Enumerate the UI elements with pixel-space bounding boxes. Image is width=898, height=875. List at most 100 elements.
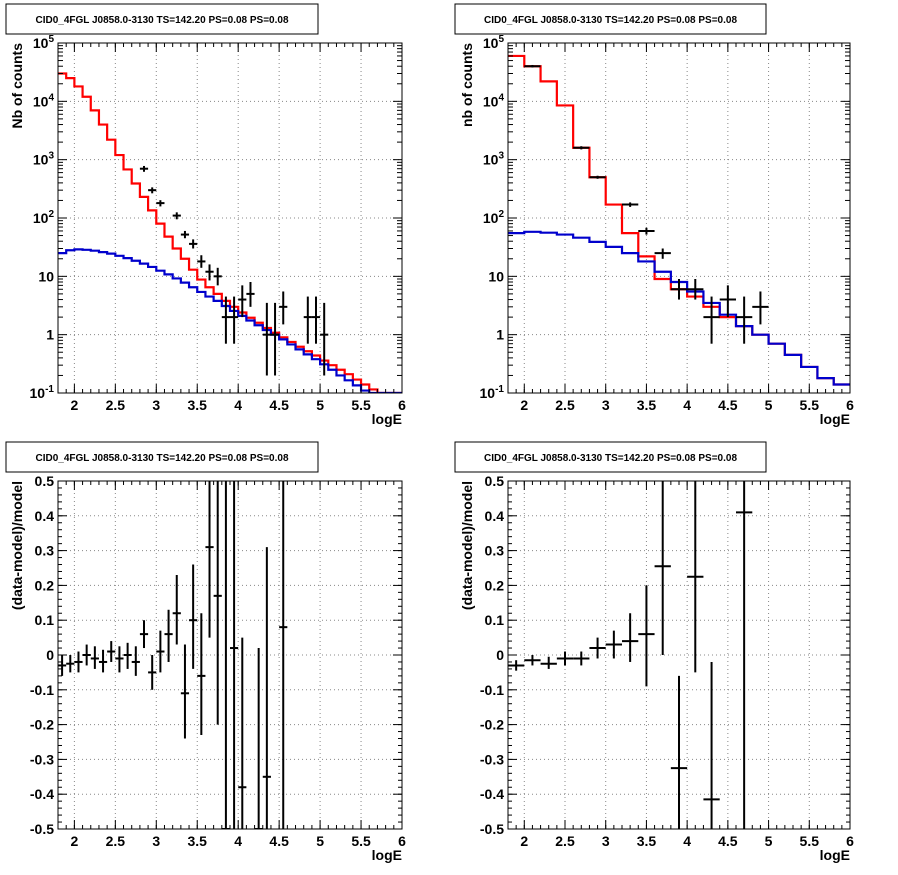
data-point bbox=[279, 291, 288, 325]
data-point bbox=[670, 675, 688, 829]
data-point bbox=[262, 302, 271, 376]
data-point bbox=[524, 64, 541, 68]
data-point bbox=[622, 202, 639, 207]
y-tick-label: -0.2 bbox=[480, 717, 504, 733]
y-tick-label: 0.3 bbox=[485, 543, 505, 559]
data-points bbox=[139, 165, 329, 376]
x-tick-label: 2.5 bbox=[106, 397, 126, 413]
y-tick-label: 103 bbox=[483, 151, 505, 168]
data-point bbox=[238, 637, 247, 829]
data-point bbox=[687, 279, 704, 300]
y-tick-label: 0 bbox=[46, 647, 54, 663]
tick-marks bbox=[57, 42, 403, 394]
data-point bbox=[573, 651, 590, 666]
y-tick-label: 10 bbox=[38, 268, 54, 284]
chart-panel-4: CID0_4FGL J0858.0-3130 TS=142.20 PS=0.08… bbox=[454, 441, 854, 863]
y-axis-label: (data-model)/model bbox=[9, 481, 25, 610]
data-point bbox=[205, 264, 214, 281]
tick-marks bbox=[507, 42, 851, 394]
x-tick-label: 5 bbox=[316, 397, 324, 413]
y-tick-label: 10-1 bbox=[30, 384, 55, 401]
data-point bbox=[589, 637, 606, 659]
x-axis-label: logE bbox=[372, 847, 402, 863]
data-point bbox=[703, 661, 720, 829]
y-tick-label: 10 bbox=[488, 268, 504, 284]
y-tick-label: -0.4 bbox=[30, 786, 54, 802]
x-tick-label: 4 bbox=[234, 397, 242, 413]
y-tick-label: 0.2 bbox=[485, 577, 505, 593]
data-point bbox=[279, 481, 288, 829]
x-tick-label: 5 bbox=[765, 397, 773, 413]
y-tick-label: 102 bbox=[483, 209, 505, 226]
y-tick-label: -0.3 bbox=[30, 751, 54, 767]
data-point bbox=[197, 255, 206, 268]
y-tick-label: 103 bbox=[33, 151, 55, 168]
y-tick-label: 0.5 bbox=[35, 473, 55, 489]
y-tick-label: 102 bbox=[33, 209, 55, 226]
data-point bbox=[139, 165, 149, 172]
data-point bbox=[270, 302, 280, 376]
chart-panel-3: CID0_4FGL J0858.0-3130 TS=142.20 PS=0.08… bbox=[5, 441, 406, 863]
data-point bbox=[148, 655, 157, 690]
y-tick-label: 0 bbox=[496, 647, 504, 663]
data-point bbox=[156, 630, 165, 673]
series-step-line-2 bbox=[508, 230, 850, 386]
y-tick-label: 104 bbox=[33, 92, 55, 109]
data-point bbox=[58, 655, 67, 676]
x-axis-label: logE bbox=[820, 847, 850, 863]
y-tick-label: 105 bbox=[33, 34, 55, 51]
data-point bbox=[230, 481, 239, 829]
x-tick-label: 2 bbox=[520, 833, 528, 849]
data-point bbox=[262, 547, 271, 829]
data-point bbox=[82, 644, 91, 666]
data-point bbox=[180, 230, 190, 239]
data-point bbox=[213, 267, 222, 286]
series-step-line-1 bbox=[508, 54, 850, 386]
data-points bbox=[58, 481, 288, 829]
plot-data bbox=[508, 54, 850, 386]
x-tick-label: 4 bbox=[234, 833, 242, 849]
x-tick-label: 3 bbox=[152, 833, 160, 849]
data-point bbox=[589, 175, 606, 179]
data-point bbox=[230, 296, 239, 344]
grid-lines bbox=[508, 43, 850, 393]
y-tick-label: 0.2 bbox=[35, 577, 55, 593]
x-tick-label: 3.5 bbox=[188, 833, 208, 849]
series-step-line-1 bbox=[58, 72, 402, 393]
plot-data bbox=[508, 481, 753, 829]
data-point bbox=[197, 613, 206, 736]
data-point bbox=[303, 296, 312, 344]
data-point bbox=[164, 609, 173, 662]
data-point bbox=[131, 646, 140, 676]
data-point bbox=[703, 296, 720, 344]
plot-data bbox=[58, 481, 288, 829]
data-point bbox=[123, 642, 132, 669]
chart-title-box bbox=[5, 441, 319, 473]
x-tick-label: 3.5 bbox=[637, 397, 657, 413]
y-axis-label: (data-model)/model bbox=[459, 481, 475, 610]
y-axis-label: nb of counts bbox=[459, 43, 475, 127]
y-tick-label: 10-1 bbox=[480, 384, 505, 401]
y-tick-label: 1 bbox=[46, 327, 54, 343]
data-point bbox=[638, 227, 655, 235]
y-tick-label: -0.1 bbox=[480, 682, 504, 698]
data-points bbox=[524, 64, 769, 344]
x-tick-label: 2.5 bbox=[555, 397, 575, 413]
data-points bbox=[508, 481, 753, 829]
data-point bbox=[115, 646, 124, 673]
y-tick-label: 0.1 bbox=[485, 612, 505, 628]
x-tick-label: 5.5 bbox=[351, 397, 371, 413]
x-axis-label: logE bbox=[372, 411, 402, 427]
chart-panel-1: CID0_4FGL J0858.0-3130 TS=142.20 PS=0.08… bbox=[5, 3, 406, 427]
data-point bbox=[254, 648, 263, 829]
data-point bbox=[74, 651, 83, 673]
x-tick-label: 6 bbox=[846, 833, 854, 849]
chart-title: CID0_4FGL J0858.0-3130 TS=142.20 PS=0.08… bbox=[35, 453, 288, 464]
x-tick-label: 4.5 bbox=[718, 397, 738, 413]
y-axis-label: Nb of counts bbox=[9, 43, 25, 129]
x-tick-label: 6 bbox=[398, 397, 406, 413]
x-tick-label: 2 bbox=[70, 833, 78, 849]
chart-panel-2: CID0_4FGL J0858.0-3130 TS=142.20 PS=0.08… bbox=[454, 3, 854, 427]
x-tick-label: 3 bbox=[602, 397, 610, 413]
